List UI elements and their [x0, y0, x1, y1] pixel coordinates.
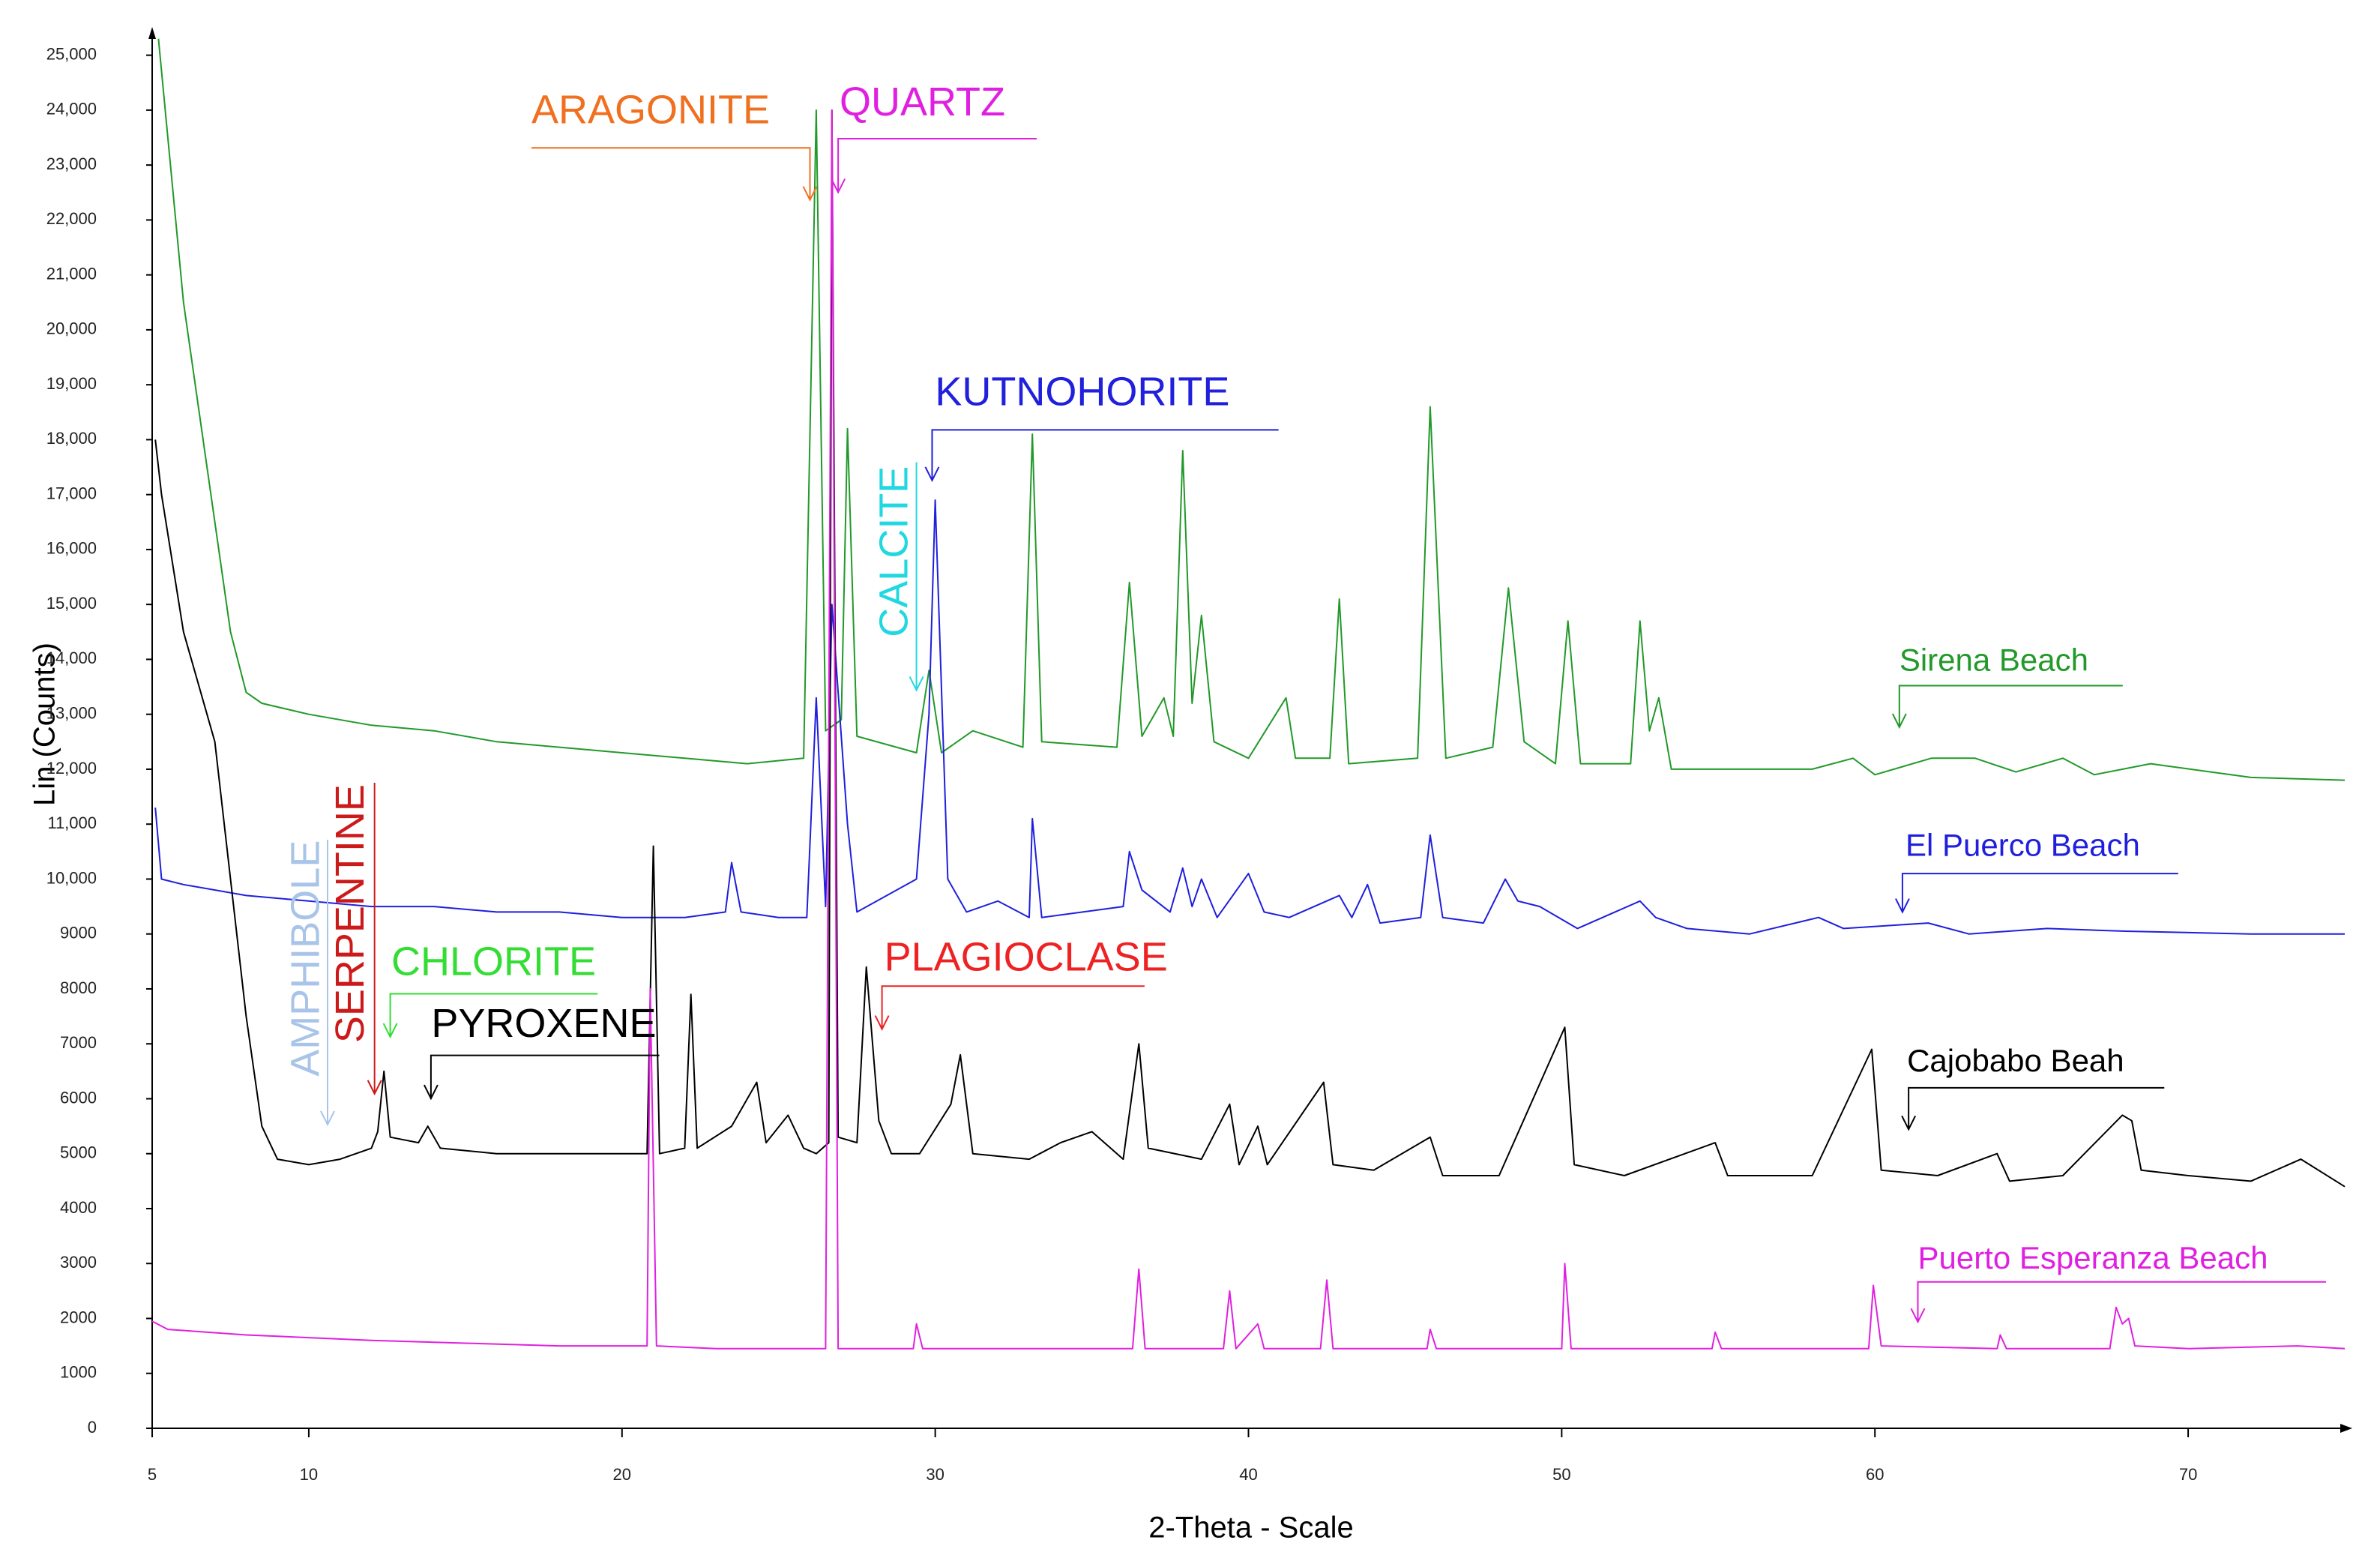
annotation-label: CALCITE	[871, 466, 916, 637]
y-tick-label: 10,000	[46, 868, 97, 887]
x-axis-arrow	[2340, 1424, 2352, 1433]
y-tick-label: 24,000	[46, 100, 97, 118]
y-tick-label: 12,000	[46, 759, 97, 777]
y-tick-label: 11,000	[47, 813, 97, 832]
x-tick-label: 70	[2179, 1465, 2197, 1484]
annotation-label: PLAGIOCLASE	[885, 935, 1168, 980]
y-tick-label: 15,000	[46, 594, 97, 613]
y-axis-title: Lin (Counts)	[28, 643, 61, 806]
annotation-arrow	[924, 429, 1279, 483]
x-tick-label: 20	[613, 1465, 631, 1484]
y-tick-label: 7000	[60, 1033, 97, 1052]
y-tick-label: 20,000	[46, 319, 97, 338]
series-label-arrow	[1901, 1086, 2165, 1131]
x-tick-label: 50	[1552, 1465, 1570, 1484]
x-tick-label: 40	[1239, 1465, 1257, 1484]
y-tick-label: 1000	[60, 1363, 97, 1382]
annotation-arrow	[320, 839, 335, 1127]
annotation-arrow	[874, 985, 1145, 1031]
annotation-label: PYROXENE	[431, 1001, 656, 1046]
series-label-arrow	[1891, 685, 2123, 730]
y-tick-label: 5000	[60, 1143, 97, 1162]
y-tick-label: 23,000	[46, 154, 97, 173]
x-tick-label: 30	[926, 1465, 944, 1484]
y-tick-label: 3000	[60, 1253, 97, 1272]
series-line	[157, 38, 2346, 781]
series-label: El Puerco Beach	[1905, 827, 2140, 862]
series-label: Cajobabo Beah	[1907, 1043, 2124, 1078]
annotation-label: KUTNOHORITE	[935, 369, 1229, 414]
series-label: Sirena Beach	[1900, 643, 2088, 678]
annotation-arrow	[831, 137, 1037, 194]
x-tick-label: 5	[148, 1465, 157, 1484]
annotation-label: CHLORITE	[391, 939, 596, 984]
annotation-arrow	[531, 147, 818, 202]
y-tick-label: 19,000	[46, 374, 97, 393]
y-tick-label: 21,000	[46, 264, 97, 283]
annotation-arrow	[382, 993, 598, 1039]
annotation-arrow	[367, 782, 382, 1096]
y-tick-label: 0	[88, 1418, 97, 1437]
series-line	[154, 499, 2345, 935]
y-tick-label: 22,000	[46, 209, 97, 228]
y-tick-label: 14,000	[46, 649, 97, 667]
series-label-arrow	[1895, 873, 2178, 914]
annotation-label: AMPHIBOLE	[283, 840, 328, 1077]
annotation-arrow	[423, 1054, 660, 1101]
annotation-label: ARAGONITE	[531, 87, 770, 132]
y-tick-label: 13,000	[46, 703, 97, 722]
series-line	[154, 109, 2346, 1188]
annotation-arrow	[909, 462, 924, 692]
x-tick-label: 10	[300, 1465, 318, 1484]
y-tick-label: 2000	[60, 1308, 97, 1326]
x-tick-label: 60	[1866, 1465, 1884, 1484]
x-axis-title: 2-Theta - Scale	[1148, 1512, 1353, 1545]
y-tick-label: 4000	[60, 1198, 97, 1217]
y-tick-label: 6000	[60, 1088, 97, 1107]
y-tick-label: 18,000	[46, 429, 97, 448]
y-tick-label: 8000	[60, 978, 97, 997]
annotation-label: QUARTZ	[840, 79, 1005, 124]
series-label-arrow	[1910, 1281, 2327, 1324]
y-tick-label: 9000	[60, 924, 97, 942]
series-label: Puerto Esperanza Beach	[1917, 1240, 2268, 1275]
y-tick-label: 17,000	[46, 484, 97, 502]
y-tick-label: 16,000	[46, 539, 97, 558]
y-tick-label: 25,000	[46, 44, 97, 63]
series-line	[151, 109, 2346, 1350]
annotation-label: SERPENTINE	[328, 784, 373, 1043]
y-axis-arrow	[148, 27, 156, 39]
